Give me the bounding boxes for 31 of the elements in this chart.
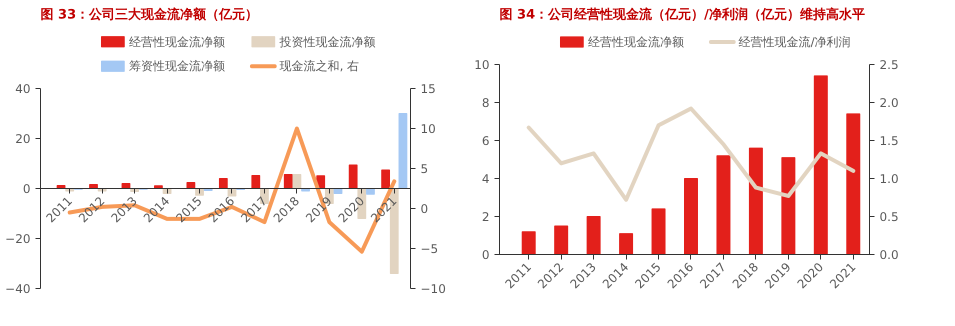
y2-tick-label: 5 [420,162,428,176]
y2-tick-label: 0.0 [880,248,899,262]
y-tick-label: 20 [15,132,31,146]
legend-label: 经营性现金流/净利润 [738,35,851,49]
y-tick-label: 6 [482,134,490,148]
y-tick-label: −40 [5,282,31,296]
chart-title: 图 33：公司三大现金流净额（亿元） [40,6,258,22]
y2-tick-label: 0.5 [880,210,899,224]
y-tick-label: 8 [482,96,490,110]
y2-tick-label: 1.5 [880,134,899,148]
legend-label: 筹资性现金流净额 [129,59,226,74]
y2-tick-label: 0 [420,202,428,216]
legend-label: 现金流之和, 右 [280,59,360,74]
y-tick-label: 2 [482,210,490,224]
chart-title: 图 34：公司经营性现金流（亿元）/净利润（亿元）维持高水平 [500,6,865,22]
legend-label: 投资性现金流净额 [278,34,376,49]
legend-label: 经营性现金流净额 [588,35,684,49]
y-tick-label: 40 [15,82,31,96]
y-tick-label: 10 [474,58,490,72]
y2-tick-label: 1.0 [880,172,899,186]
y2-tick-label: 15 [420,82,436,96]
legend-label: 经营性现金流净额 [129,34,226,49]
y2-tick-label: −5 [420,242,438,256]
y-tick-label: 0 [482,248,490,262]
y-tick-label: 4 [482,172,490,186]
y-tick-label: −20 [5,232,31,246]
y2-tick-label: 2.0 [880,96,899,110]
y2-tick-label: −10 [420,282,446,296]
y-tick-label: 0 [22,182,31,196]
y2-tick-label: 10 [420,122,436,136]
y2-tick-label: 2.5 [880,58,899,72]
